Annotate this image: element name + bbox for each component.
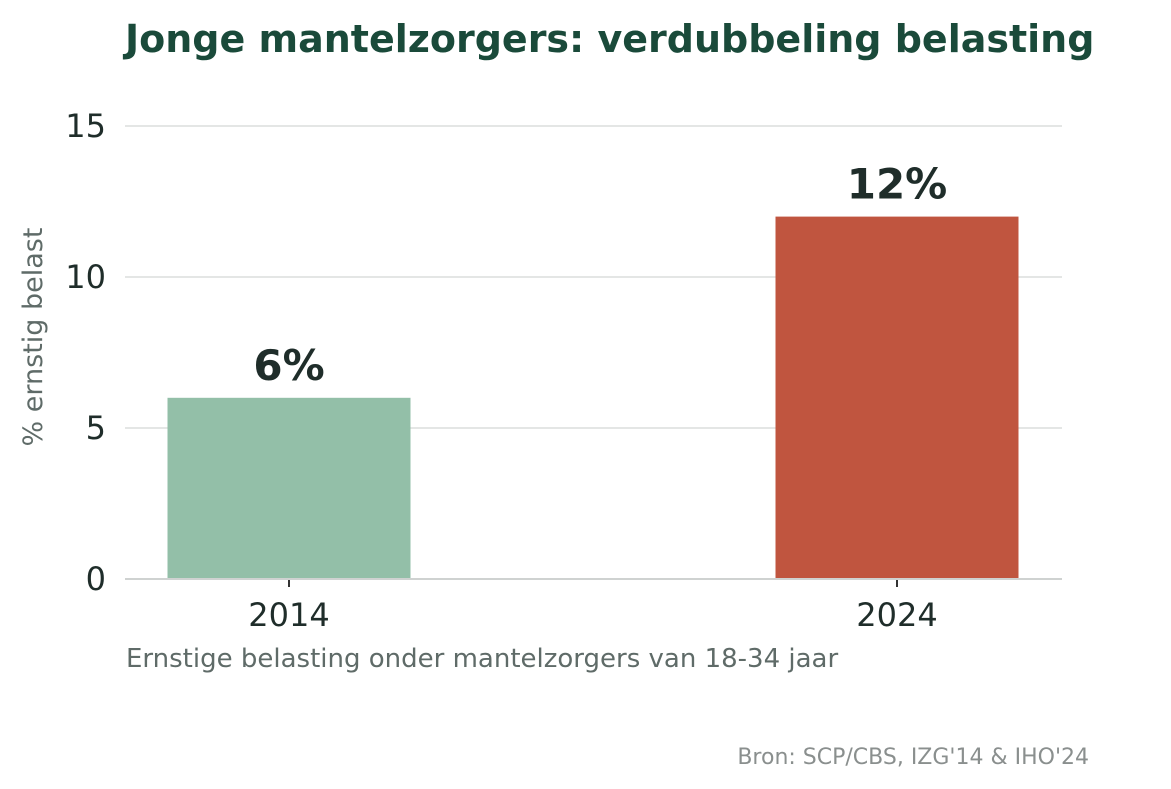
x-tick-label-2014: 2014 bbox=[248, 596, 329, 634]
y-tick-label: 15 bbox=[65, 107, 106, 145]
y-axis-label: % ernstig belast bbox=[18, 228, 49, 447]
y-tick-label: 5 bbox=[86, 409, 106, 447]
y-tick-label: 10 bbox=[65, 258, 106, 296]
x-axis-ticks: 2014 2024 bbox=[248, 579, 938, 634]
y-axis-ticks: 0 5 10 15 bbox=[65, 107, 106, 598]
bar-2014 bbox=[167, 397, 411, 579]
data-labels: 6% 12% bbox=[253, 160, 947, 390]
bar-2024 bbox=[775, 216, 1019, 579]
source-note: Bron: SCP/CBS, IZG'14 & IHO'24 bbox=[737, 745, 1089, 770]
bars bbox=[167, 216, 1019, 579]
y-tick-label: 0 bbox=[86, 560, 106, 598]
data-label-2024: 12% bbox=[847, 160, 948, 209]
chart-subtitle: Ernstige belasting onder mantelzorgers v… bbox=[126, 644, 838, 674]
x-tick-label-2024: 2024 bbox=[856, 596, 937, 634]
data-label-2014: 6% bbox=[253, 341, 324, 390]
chart-title: Jonge mantelzorgers: verdubbeling belast… bbox=[122, 17, 1094, 61]
